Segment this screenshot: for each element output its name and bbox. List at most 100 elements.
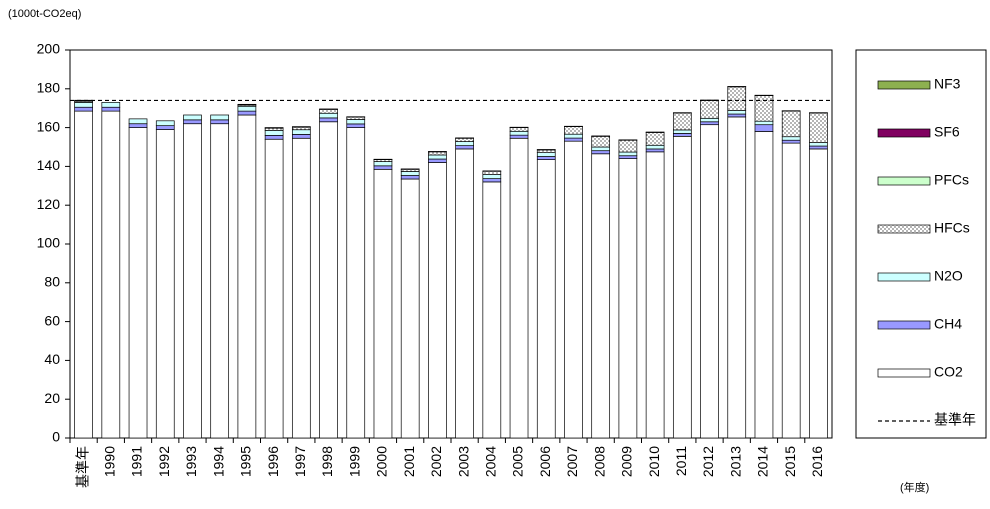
bar-segment — [646, 149, 664, 152]
bar-segment — [401, 176, 419, 179]
bar-segment — [809, 146, 827, 149]
bar-segment — [755, 96, 773, 122]
bar-segment — [483, 182, 501, 438]
bar-segment — [592, 154, 610, 438]
x-tick-label: 2007 — [564, 446, 580, 477]
bar-segment — [755, 131, 773, 438]
x-tick-label: 2008 — [591, 446, 607, 477]
bar-segment — [701, 100, 719, 118]
bar-segment — [374, 169, 392, 438]
bar-segment — [646, 152, 664, 438]
legend-label: CO2 — [934, 364, 963, 380]
bar-segment — [809, 113, 827, 142]
y-tick-label: 200 — [37, 41, 61, 57]
x-tick-label: 2009 — [619, 446, 635, 477]
x-tick-label: 2014 — [755, 446, 771, 477]
bar-segment — [401, 179, 419, 438]
bar-segment — [129, 128, 147, 438]
bar-segment — [428, 152, 446, 155]
bar-segment — [238, 115, 256, 438]
bar-segment — [428, 155, 446, 159]
legend-swatch — [878, 225, 930, 233]
bar-segment — [592, 147, 610, 151]
bar-segment — [809, 149, 827, 438]
bar-segment — [592, 151, 610, 154]
y-tick-label: 0 — [52, 429, 60, 445]
x-tick-label: 1994 — [210, 446, 226, 477]
bar-segment — [102, 102, 120, 107]
bar-segment — [619, 140, 637, 152]
bar-segment — [347, 124, 365, 128]
legend-swatch — [878, 321, 930, 329]
bar-segment — [483, 171, 501, 174]
x-tick-label: 2004 — [483, 446, 499, 477]
bar-segment — [265, 135, 283, 139]
bar-segment — [183, 124, 201, 438]
legend-label: 基準年 — [934, 412, 976, 428]
bar-segment — [564, 127, 582, 135]
bar-segment — [782, 143, 800, 438]
bar-segment — [510, 138, 528, 438]
x-tick-label: 2005 — [510, 446, 526, 477]
bar-segment — [320, 113, 338, 118]
y-tick-label: 180 — [37, 80, 61, 96]
bar-segment — [646, 132, 664, 145]
legend-swatch — [878, 273, 930, 281]
bar-segment — [619, 152, 637, 156]
bar-segment — [510, 135, 528, 138]
bar-segment — [102, 107, 120, 111]
bar-segment — [728, 87, 746, 111]
bar-segment — [673, 136, 691, 438]
bar-segment — [483, 179, 501, 182]
x-tick-label: 2015 — [782, 446, 798, 477]
bar-segment — [292, 130, 310, 135]
x-tick-label: 1992 — [156, 446, 172, 477]
bar-segment — [592, 136, 610, 147]
x-tick-label: 1998 — [319, 446, 335, 477]
x-tick-label: 1996 — [265, 446, 281, 477]
bar-segment — [456, 142, 474, 146]
x-tick-label: 2011 — [673, 446, 689, 476]
bar-segment — [701, 118, 719, 121]
bar-segment — [211, 124, 229, 438]
bar-segment — [537, 160, 555, 438]
y-tick-label: 120 — [37, 196, 61, 212]
bar-segment — [129, 119, 147, 124]
bar-segment — [619, 156, 637, 159]
x-tick-label: 1990 — [102, 446, 118, 477]
bar-segment — [156, 126, 174, 130]
bar-segment — [347, 119, 365, 123]
x-tick-label: 2013 — [727, 446, 743, 477]
x-tick-label: 2000 — [374, 446, 390, 477]
bar-segment — [320, 109, 338, 113]
x-tick-label: 2010 — [646, 446, 662, 477]
legend-swatch — [878, 81, 930, 89]
y-tick-label: 20 — [44, 390, 60, 406]
bar-segment — [456, 138, 474, 141]
bar-segment — [537, 150, 555, 153]
x-tick-label: 1995 — [238, 446, 254, 477]
y-tick-label: 100 — [37, 235, 61, 251]
bar-segment — [728, 117, 746, 438]
bar-segment — [755, 121, 773, 124]
bar-segment — [728, 114, 746, 117]
bar-segment — [156, 121, 174, 126]
legend-swatch — [878, 369, 930, 377]
y-tick-label: 160 — [37, 118, 61, 134]
bar-segment — [292, 134, 310, 138]
y-tick-label: 60 — [44, 312, 60, 328]
bar-segment — [673, 130, 691, 133]
y-tick-label: 40 — [44, 351, 60, 367]
bar-segment — [755, 125, 773, 132]
bar-segment — [265, 131, 283, 136]
legend-swatch — [878, 129, 930, 137]
x-tick-label: 2006 — [537, 446, 553, 477]
bar-segment — [646, 145, 664, 149]
bar-segment — [401, 171, 419, 175]
bar-segment — [483, 175, 501, 179]
y-unit-label: (1000t-CO2eq) — [8, 8, 81, 20]
bar-segment — [211, 120, 229, 124]
bar-segment — [320, 122, 338, 438]
bar-segment — [510, 131, 528, 135]
